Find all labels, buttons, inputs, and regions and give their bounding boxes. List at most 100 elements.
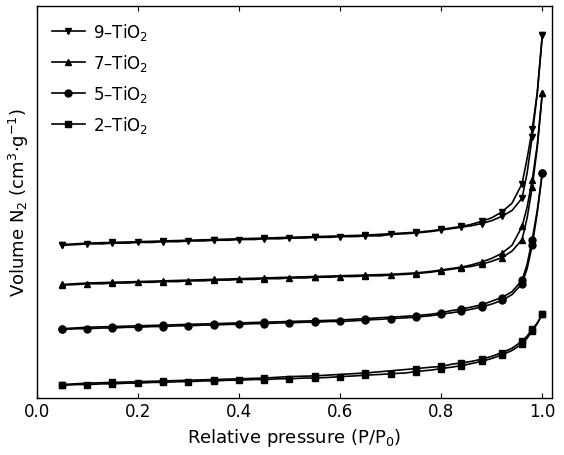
- 5–TiO$_2$: [534, 211, 541, 216]
- 5–TiO$_2$: [84, 326, 91, 332]
- 2–TiO$_2$: [519, 341, 526, 347]
- 7–TiO$_2$: [236, 277, 243, 283]
- 5–TiO$_2$: [377, 317, 384, 322]
- 7–TiO$_2$: [175, 279, 182, 285]
- 5–TiO$_2$: [529, 243, 536, 248]
- 7–TiO$_2$: [160, 279, 166, 285]
- 7–TiO$_2$: [509, 249, 515, 254]
- 9–TiO$_2$: [448, 227, 455, 232]
- 9–TiO$_2$: [200, 239, 207, 244]
- 9–TiO$_2$: [109, 241, 116, 246]
- 7–TiO$_2$: [311, 275, 318, 280]
- 5–TiO$_2$: [74, 326, 81, 332]
- 7–TiO$_2$: [478, 262, 485, 268]
- 5–TiO$_2$: [478, 304, 485, 310]
- 2–TiO$_2$: [402, 370, 409, 376]
- 2–TiO$_2$: [149, 380, 156, 385]
- X-axis label: Relative pressure (P/P$_0$): Relative pressure (P/P$_0$): [187, 426, 402, 448]
- 7–TiO$_2$: [499, 255, 505, 261]
- 9–TiO$_2$: [337, 234, 343, 240]
- 5–TiO$_2$: [362, 318, 369, 323]
- 2–TiO$_2$: [286, 376, 293, 382]
- 9–TiO$_2$: [509, 208, 515, 214]
- 9–TiO$_2$: [488, 218, 495, 224]
- 5–TiO$_2$: [160, 324, 166, 329]
- 7–TiO$_2$: [134, 280, 141, 285]
- 9–TiO$_2$: [175, 239, 182, 245]
- 2–TiO$_2$: [236, 378, 243, 383]
- 9–TiO$_2$: [458, 225, 465, 230]
- 2–TiO$_2$: [301, 375, 308, 381]
- 7–TiO$_2$: [124, 281, 131, 286]
- 9–TiO$_2$: [59, 243, 65, 248]
- 9–TiO$_2$: [402, 232, 409, 237]
- 2–TiO$_2$: [458, 363, 465, 369]
- 2–TiO$_2$: [327, 375, 333, 380]
- 5–TiO$_2$: [210, 323, 217, 328]
- 5–TiO$_2$: [509, 292, 515, 298]
- 9–TiO$_2$: [499, 214, 505, 220]
- 7–TiO$_2$: [99, 281, 105, 287]
- 5–TiO$_2$: [519, 281, 526, 287]
- 2–TiO$_2$: [175, 379, 182, 384]
- 7–TiO$_2$: [276, 276, 283, 282]
- 7–TiO$_2$: [250, 277, 257, 283]
- 7–TiO$_2$: [468, 264, 475, 269]
- 2–TiO$_2$: [499, 352, 505, 358]
- 7–TiO$_2$: [458, 265, 465, 271]
- 5–TiO$_2$: [337, 319, 343, 324]
- Line: 2–TiO$_2$: 2–TiO$_2$: [59, 311, 546, 389]
- 9–TiO$_2$: [250, 237, 257, 243]
- Y-axis label: Volume N$_2$ (cm$^3$$\cdot$g$^{-1}$): Volume N$_2$ (cm$^3$$\cdot$g$^{-1}$): [7, 108, 31, 297]
- 7–TiO$_2$: [226, 278, 232, 283]
- 2–TiO$_2$: [468, 361, 475, 366]
- 9–TiO$_2$: [124, 241, 131, 246]
- 9–TiO$_2$: [301, 236, 308, 241]
- 7–TiO$_2$: [402, 272, 409, 278]
- 2–TiO$_2$: [448, 364, 455, 370]
- 2–TiO$_2$: [362, 373, 369, 378]
- 5–TiO$_2$: [311, 320, 318, 325]
- 7–TiO$_2$: [59, 283, 65, 288]
- 5–TiO$_2$: [185, 324, 192, 329]
- 5–TiO$_2$: [387, 316, 394, 322]
- 7–TiO$_2$: [448, 267, 455, 273]
- 9–TiO$_2$: [534, 91, 541, 96]
- 2–TiO$_2$: [84, 382, 91, 388]
- 7–TiO$_2$: [524, 216, 531, 221]
- 5–TiO$_2$: [468, 307, 475, 312]
- 7–TiO$_2$: [412, 271, 419, 277]
- 2–TiO$_2$: [534, 321, 541, 327]
- 7–TiO$_2$: [286, 276, 293, 281]
- 9–TiO$_2$: [261, 237, 267, 242]
- 7–TiO$_2$: [362, 273, 369, 279]
- 7–TiO$_2$: [149, 280, 156, 285]
- 9–TiO$_2$: [210, 238, 217, 243]
- 9–TiO$_2$: [468, 223, 475, 229]
- 2–TiO$_2$: [200, 379, 207, 384]
- 9–TiO$_2$: [428, 229, 434, 235]
- 9–TiO$_2$: [226, 238, 232, 243]
- 2–TiO$_2$: [428, 368, 434, 373]
- 7–TiO$_2$: [428, 270, 434, 275]
- 2–TiO$_2$: [478, 359, 485, 364]
- 9–TiO$_2$: [286, 236, 293, 241]
- 5–TiO$_2$: [99, 326, 105, 331]
- 2–TiO$_2$: [109, 381, 116, 387]
- 7–TiO$_2$: [519, 237, 526, 243]
- 2–TiO$_2$: [59, 383, 65, 388]
- 2–TiO$_2$: [539, 312, 546, 317]
- 7–TiO$_2$: [84, 281, 91, 287]
- 5–TiO$_2$: [327, 319, 333, 324]
- 2–TiO$_2$: [185, 379, 192, 384]
- 7–TiO$_2$: [200, 278, 207, 284]
- 2–TiO$_2$: [352, 373, 359, 379]
- 2–TiO$_2$: [74, 382, 81, 388]
- 7–TiO$_2$: [337, 274, 343, 280]
- 7–TiO$_2$: [529, 185, 536, 191]
- 2–TiO$_2$: [387, 371, 394, 377]
- 2–TiO$_2$: [529, 329, 536, 334]
- 9–TiO$_2$: [327, 235, 333, 241]
- 7–TiO$_2$: [438, 268, 444, 274]
- 2–TiO$_2$: [124, 380, 131, 386]
